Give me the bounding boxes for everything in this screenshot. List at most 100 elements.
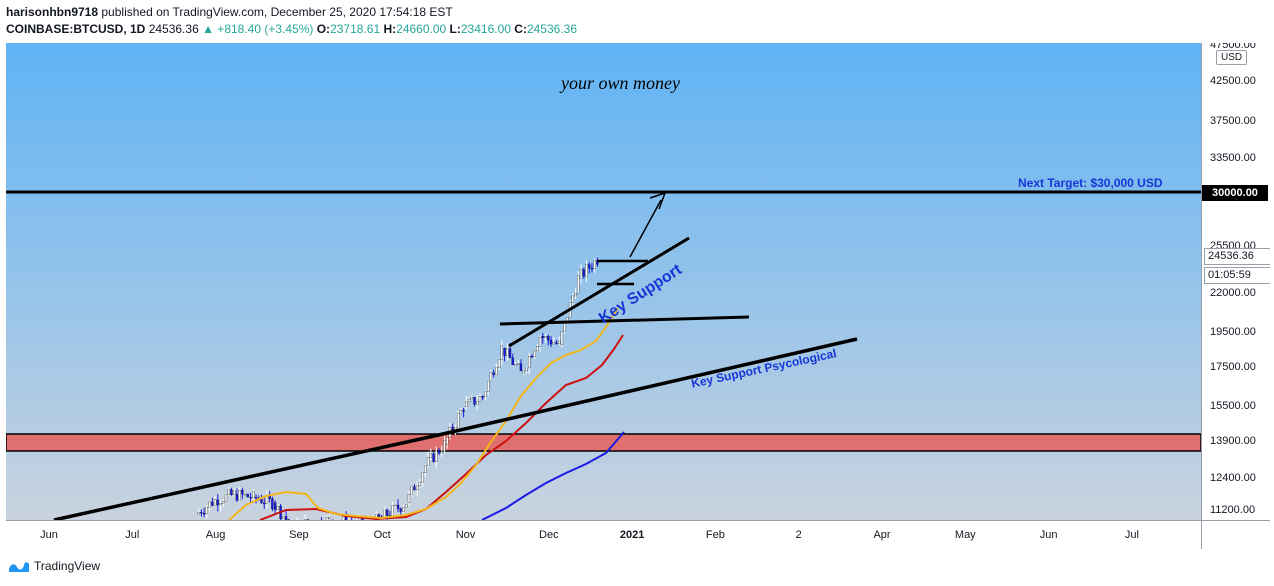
candle-body[interactable]: [424, 465, 427, 473]
candle-body[interactable]: [478, 396, 482, 402]
price-axis[interactable]: 47500.00 42500.00 37500.00 33500.00 25500.00…: [1201, 43, 1270, 520]
candle-body[interactable]: [467, 398, 471, 403]
candle-body[interactable]: [426, 457, 430, 466]
candle-body[interactable]: [462, 410, 465, 412]
candle-body[interactable]: [271, 498, 274, 510]
candle-body[interactable]: [579, 269, 583, 279]
candle-body[interactable]: [435, 450, 438, 462]
candle-body[interactable]: [552, 342, 555, 345]
candle-body[interactable]: [514, 364, 517, 366]
candle-body[interactable]: [566, 317, 569, 322]
candle-body[interactable]: [511, 357, 514, 365]
key-support-psycological-line[interactable]: [53, 434, 435, 520]
candle-body[interactable]: [377, 514, 381, 518]
candle-body[interactable]: [429, 453, 432, 458]
candle-body[interactable]: [443, 440, 446, 452]
candle-body[interactable]: [358, 518, 361, 520]
candle-body[interactable]: [227, 489, 230, 495]
candle-body[interactable]: [574, 293, 577, 297]
candle-body[interactable]: [213, 499, 217, 506]
candle-body[interactable]: [413, 486, 416, 491]
candle-body[interactable]: [407, 493, 411, 503]
candle-body[interactable]: [588, 264, 591, 269]
candle-body[interactable]: [328, 517, 331, 519]
candle-body[interactable]: [508, 348, 512, 358]
candle-body[interactable]: [530, 356, 534, 358]
candle-body[interactable]: [536, 346, 539, 352]
support-zone[interactable]: [6, 433, 1201, 452]
candle-body[interactable]: [522, 370, 525, 374]
candle-body[interactable]: [533, 350, 536, 358]
candle-body[interactable]: [385, 509, 389, 516]
candle-body[interactable]: [456, 413, 460, 428]
candle-body[interactable]: [325, 517, 329, 520]
key-support-line[interactable]: [508, 236, 690, 348]
candle-body[interactable]: [517, 363, 520, 365]
candle-body[interactable]: [399, 508, 402, 512]
candle-body[interactable]: [432, 453, 435, 462]
candle-body[interactable]: [200, 512, 203, 514]
candle-body[interactable]: [260, 499, 263, 504]
footer-brand[interactable]: TradingView: [8, 559, 100, 573]
candle-body[interactable]: [405, 504, 408, 508]
candle-body[interactable]: [394, 504, 397, 507]
candle-body[interactable]: [238, 490, 241, 501]
candle-body[interactable]: [473, 397, 476, 405]
candle-body[interactable]: [481, 396, 484, 398]
candle-body[interactable]: [593, 260, 596, 269]
candle-body[interactable]: [437, 450, 441, 454]
candle-body[interactable]: [558, 340, 561, 344]
candle-body[interactable]: [465, 401, 468, 407]
candle-body[interactable]: [541, 336, 544, 339]
candle-body[interactable]: [495, 367, 498, 375]
candle-body[interactable]: [571, 295, 574, 303]
symbol-label[interactable]: COINBASE:BTCUSD, 1D: [6, 22, 146, 36]
time-axis[interactable]: Jun Jul Aug Sep Oct Nov Dec 2021 Feb 2 Apr May Jun Ju…: [6, 520, 1201, 549]
candle-body[interactable]: [219, 503, 222, 506]
candle-body[interactable]: [205, 506, 209, 514]
candle-body[interactable]: [402, 507, 405, 512]
candle-body[interactable]: [284, 516, 288, 520]
candle-body[interactable]: [276, 506, 280, 510]
target-arrow-line[interactable]: [629, 199, 662, 258]
candle-body[interactable]: [446, 437, 449, 445]
candle-body[interactable]: [241, 490, 244, 495]
candle-body[interactable]: [525, 367, 528, 372]
candle-body[interactable]: [224, 494, 228, 502]
candle-body[interactable]: [396, 504, 400, 509]
chart-svg[interactable]: [6, 43, 1201, 520]
candle-body[interactable]: [273, 502, 277, 510]
candle-body[interactable]: [577, 275, 580, 294]
candle-body[interactable]: [282, 516, 285, 520]
key-support-psycological-line-ext[interactable]: [433, 337, 858, 438]
candle-body[interactable]: [222, 501, 225, 504]
candle-body[interactable]: [263, 502, 266, 505]
candle-body[interactable]: [527, 356, 531, 369]
candle-body[interactable]: [506, 348, 509, 356]
candle-body[interactable]: [421, 472, 424, 483]
candle-body[interactable]: [197, 512, 200, 515]
candle-body[interactable]: [243, 493, 247, 496]
candle-body[interactable]: [484, 391, 487, 397]
candle-body[interactable]: [254, 497, 258, 499]
candle-body[interactable]: [547, 336, 550, 341]
candle-body[interactable]: [202, 513, 206, 515]
candle-body[interactable]: [487, 380, 490, 392]
candle-body[interactable]: [590, 268, 594, 270]
candle-body[interactable]: [503, 347, 506, 356]
candle-body[interactable]: [383, 509, 386, 518]
candle-body[interactable]: [470, 397, 473, 400]
candle-body[interactable]: [497, 359, 501, 368]
candle-body[interactable]: [582, 269, 585, 277]
candle-body[interactable]: [246, 493, 249, 498]
candle-body[interactable]: [235, 494, 239, 501]
candle-body[interactable]: [249, 496, 252, 499]
candle-body[interactable]: [208, 501, 211, 508]
candle-body[interactable]: [519, 363, 523, 372]
candle-body[interactable]: [544, 336, 547, 339]
candle-body[interactable]: [410, 486, 413, 495]
candle-body[interactable]: [492, 372, 495, 375]
candle-body[interactable]: [451, 426, 454, 430]
candle-body[interactable]: [538, 337, 542, 347]
publisher-name[interactable]: harisonhbn9718: [6, 5, 99, 19]
